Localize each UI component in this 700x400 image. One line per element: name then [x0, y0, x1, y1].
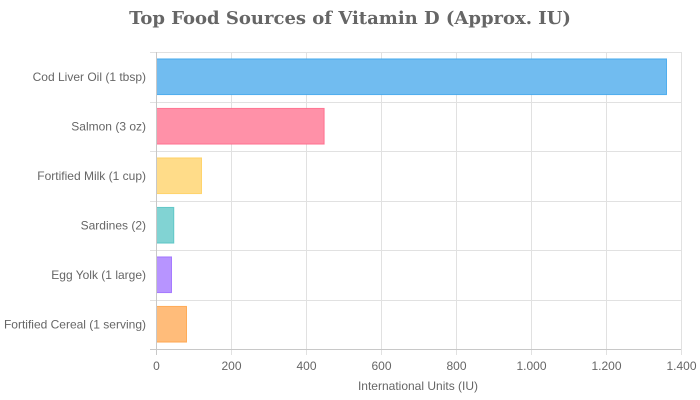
bar: [156, 206, 175, 244]
x-tick-label: 0: [153, 359, 160, 373]
y-tick-label: Fortified Cereal (1 serving): [4, 317, 146, 331]
x-tick-label: 1.000: [516, 359, 546, 373]
x-axis-title: International Units (IU): [358, 379, 478, 393]
y-tick-label: Egg Yolk (1 large): [51, 268, 146, 282]
y-tick-labels: Cod Liver Oil (1 tbsp) Salmon (3 oz) Forti…: [4, 70, 146, 332]
x-tick-label: 1.400: [666, 359, 696, 373]
bar: [156, 305, 187, 343]
x-tick-label: 1.200: [591, 359, 621, 373]
bar: [156, 157, 202, 195]
x-tick-label: 200: [221, 359, 241, 373]
bar: [156, 107, 325, 145]
grid-lines: [150, 52, 682, 355]
chart-title: Top Food Sources of Vitamin D (Approx. I…: [129, 8, 571, 29]
bar: [156, 256, 172, 294]
x-tick-labels: 0 200 400 600 800 1.000 1.200 1.400: [153, 359, 697, 373]
y-tick-label: Fortified Milk (1 cup): [37, 169, 146, 183]
y-tick-label: Sardines (2): [81, 218, 146, 232]
bar: [156, 58, 667, 96]
x-tick-label: 800: [446, 359, 466, 373]
x-tick-label: 600: [371, 359, 391, 373]
x-tick-label: 400: [296, 359, 316, 373]
axes: [150, 52, 681, 355]
y-tick-label: Salmon (3 oz): [71, 119, 146, 133]
bars: [156, 58, 667, 343]
y-tick-label: Cod Liver Oil (1 tbsp): [33, 70, 146, 84]
